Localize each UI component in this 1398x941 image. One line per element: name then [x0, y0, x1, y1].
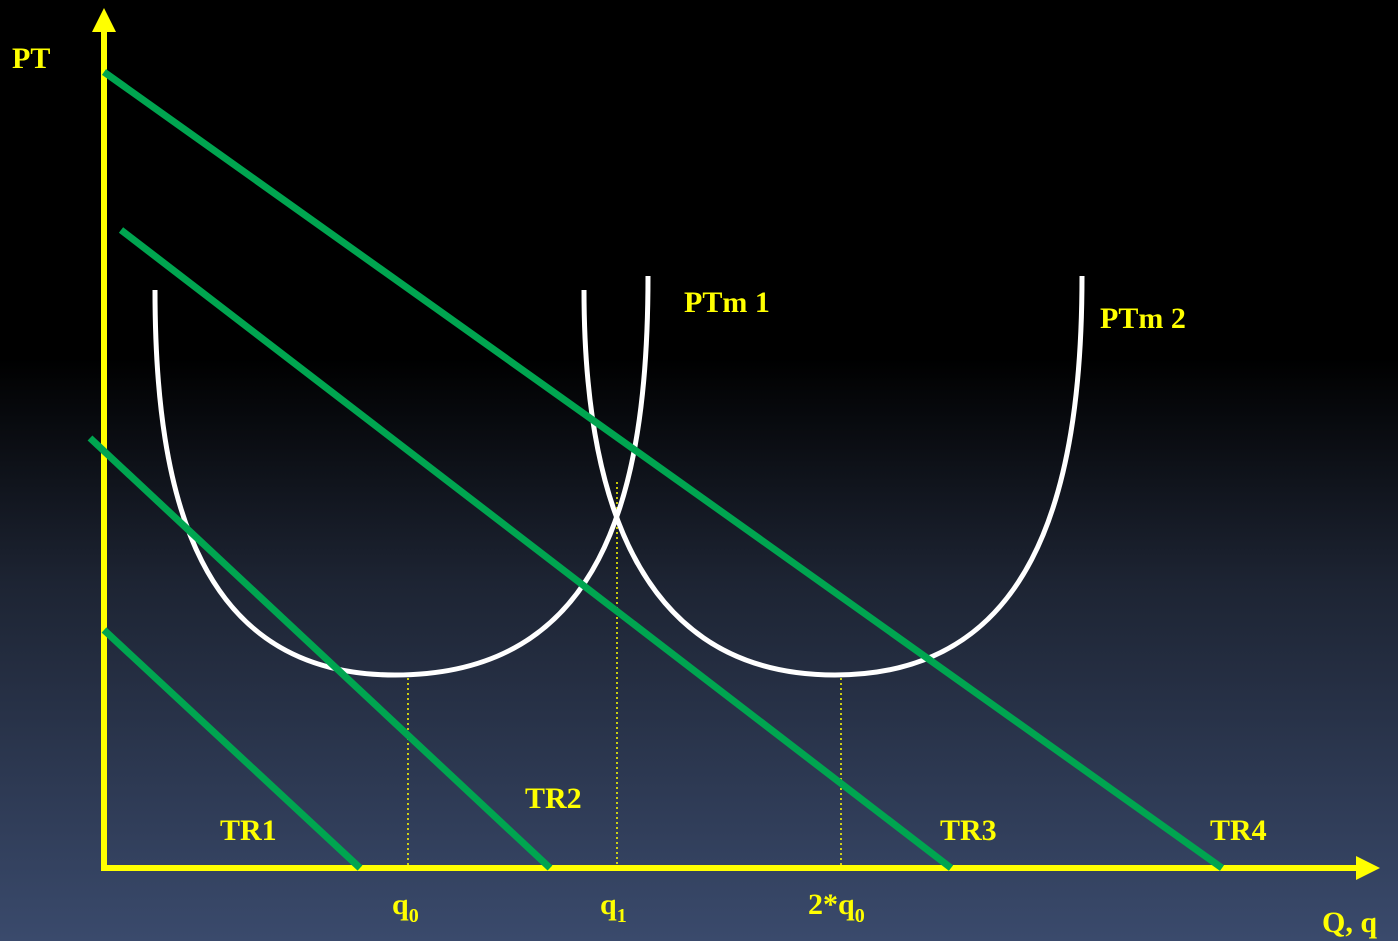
line-tr3 [118, 227, 954, 871]
curve-ptm2 [581, 275, 1085, 678]
tick-q0: q0 [392, 888, 419, 927]
line-tr2 [87, 435, 553, 871]
label-tr2: TR2 [525, 782, 582, 815]
y-axis-label: PT [12, 42, 50, 75]
tick-q0-main: q [392, 888, 409, 921]
label-tr3: TR3 [940, 814, 997, 847]
line-tr1 [101, 627, 363, 871]
tick-2q0: 2*q0 [808, 888, 865, 927]
label-tr1: TR1 [220, 814, 277, 847]
tick-q0-sub: 0 [409, 905, 419, 927]
tick-q1-sub: 1 [617, 905, 627, 927]
tick-q1-main: q [600, 888, 617, 921]
curve-ptm1 [152, 275, 651, 678]
tick-2q0-main: 2*q [808, 888, 855, 921]
label-ptm1: PTm 1 [684, 286, 770, 319]
label-ptm2: PTm 2 [1100, 302, 1186, 335]
x-axis-arrow [1356, 856, 1380, 880]
line-tr4 [101, 69, 1225, 871]
x-axis-label: Q, q [1322, 906, 1377, 939]
tick-2q0-sub: 0 [855, 905, 865, 927]
y-axis-arrow [92, 8, 116, 32]
label-tr4: TR4 [1210, 814, 1267, 847]
tick-q1: q1 [600, 888, 627, 927]
